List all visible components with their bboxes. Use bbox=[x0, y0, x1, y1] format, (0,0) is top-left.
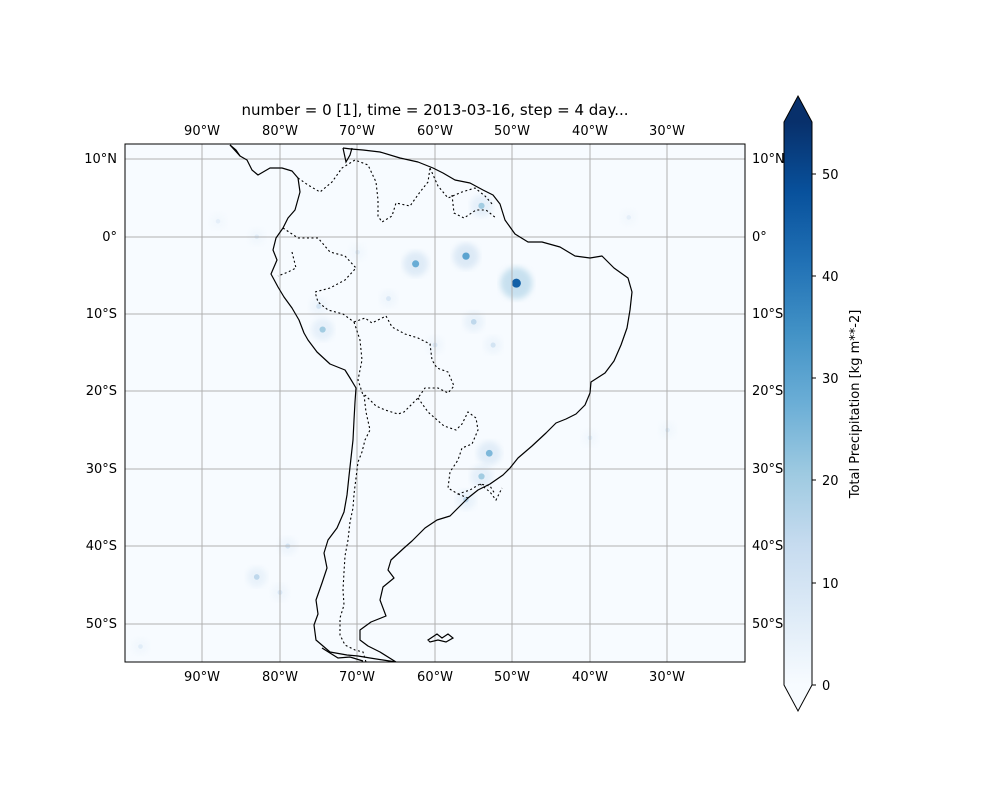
precip-cell-8 bbox=[316, 303, 322, 309]
colorbar-title: Total Precipitation [kg m**-2] bbox=[848, 310, 863, 500]
lat-label-left-30s: 30°S bbox=[86, 462, 117, 477]
lon-label-top-90w: 90°W bbox=[184, 124, 220, 139]
lat-label-left-20s: 20°S bbox=[86, 384, 117, 399]
lon-label-top-60w: 60°W bbox=[417, 124, 453, 139]
lat-label-left-10n: 10°N bbox=[84, 152, 117, 167]
lon-axis-top: 90°W 80°W 70°W 60°W 50°W 40°W 30°W bbox=[184, 124, 685, 139]
colorbar-ticks bbox=[812, 173, 816, 686]
lon-label-bottom-50w: 50°W bbox=[494, 670, 530, 685]
precip-cell-9 bbox=[490, 342, 496, 348]
colorbar: 0 10 20 30 40 50 Total Precipitation [kg… bbox=[783, 94, 863, 713]
colorbar-outline bbox=[783, 94, 813, 713]
lat-label-right-10n: 10°N bbox=[752, 152, 785, 167]
precip-cell-5 bbox=[412, 260, 420, 268]
lon-label-top-30w: 30°W bbox=[649, 124, 685, 139]
lat-label-left-40s: 40°S bbox=[86, 539, 117, 554]
lat-label-left-10s: 10°S bbox=[86, 307, 117, 322]
border-uruguay bbox=[457, 483, 503, 502]
precip-cell-20 bbox=[386, 296, 391, 302]
map-outlines bbox=[229, 144, 633, 662]
colorbar-label-40: 40 bbox=[822, 270, 839, 285]
colorbar-label-10: 10 bbox=[822, 577, 839, 592]
lat-label-right-10s: 10°S bbox=[752, 307, 783, 322]
precip-cell-4 bbox=[462, 252, 470, 260]
lat-label-right-20s: 20°S bbox=[752, 384, 783, 399]
lat-label-right-40s: 40°S bbox=[752, 539, 783, 554]
precip-cell-10 bbox=[478, 202, 485, 209]
border-argentina-chile bbox=[339, 394, 371, 662]
precip-cell-3 bbox=[511, 278, 521, 288]
colorbar-extend-max bbox=[784, 96, 812, 122]
colorbar-extend-min bbox=[784, 685, 812, 711]
colorbar-gradient bbox=[784, 122, 812, 685]
colorbar-label-0: 0 bbox=[822, 679, 830, 694]
colorbar-label-30: 30 bbox=[822, 372, 839, 387]
precip-cell-22 bbox=[138, 644, 143, 649]
precip-cell-15 bbox=[215, 219, 221, 224]
lon-label-bottom-90w: 90°W bbox=[184, 670, 220, 685]
lon-label-top-40w: 40°W bbox=[572, 124, 608, 139]
precip-cell-11 bbox=[253, 574, 260, 580]
colorbar-label-20: 20 bbox=[822, 474, 839, 489]
map-frame bbox=[124, 143, 746, 663]
lat-axis-left: 10°N 0° 10°S 20°S 30°S 40°S 50°S bbox=[84, 152, 117, 632]
lon-label-bottom-30w: 30°W bbox=[649, 670, 685, 685]
lon-axis-bottom: 90°W 80°W 70°W 60°W 50°W 40°W 30°W bbox=[184, 670, 685, 685]
colorbar-label-50: 50 bbox=[822, 168, 839, 183]
border-colombia-venezuela bbox=[297, 159, 431, 223]
coastline-central-america bbox=[229, 144, 241, 157]
coastline-falklands bbox=[427, 633, 455, 643]
lon-label-bottom-60w: 60°W bbox=[417, 670, 453, 685]
lat-label-right-50s: 50°S bbox=[752, 617, 783, 632]
border-guianas bbox=[429, 167, 497, 219]
colorbar-tick-labels: 0 10 20 30 40 50 bbox=[822, 168, 839, 694]
border-paraguay bbox=[417, 397, 496, 495]
precip-cell-1 bbox=[478, 473, 485, 480]
lon-label-bottom-70w: 70°W bbox=[339, 670, 375, 685]
coastline-caribbean bbox=[342, 147, 353, 164]
lon-label-bottom-80w: 80°W bbox=[262, 670, 298, 685]
lat-label-right-30s: 30°S bbox=[752, 462, 783, 477]
coastline-tierra-del-fuego bbox=[321, 647, 364, 662]
lat-axis-right: 10°N 0° 10°S 20°S 30°S 40°S 50°S bbox=[752, 152, 785, 632]
border-ecuador-peru-colombia bbox=[277, 227, 357, 323]
lon-label-top-70w: 70°W bbox=[339, 124, 375, 139]
lon-label-top-50w: 50°W bbox=[494, 124, 530, 139]
lat-label-left-50s: 50°S bbox=[86, 617, 117, 632]
precip-cell-7 bbox=[319, 326, 326, 333]
lat-label-right-0: 0° bbox=[752, 230, 767, 245]
coastline-south-america bbox=[229, 144, 633, 662]
lon-label-top-80w: 80°W bbox=[262, 124, 298, 139]
lon-label-bottom-40w: 40°W bbox=[572, 670, 608, 685]
plot-title: number = 0 [1], time = 2013-03-16, step … bbox=[241, 101, 628, 119]
lat-label-left-0: 0° bbox=[102, 230, 117, 245]
precip-cell-0 bbox=[485, 449, 493, 457]
precip-cell-6 bbox=[470, 318, 477, 325]
precip-cell-18 bbox=[626, 215, 632, 220]
border-brazil-bolivia-peru bbox=[353, 315, 455, 415]
